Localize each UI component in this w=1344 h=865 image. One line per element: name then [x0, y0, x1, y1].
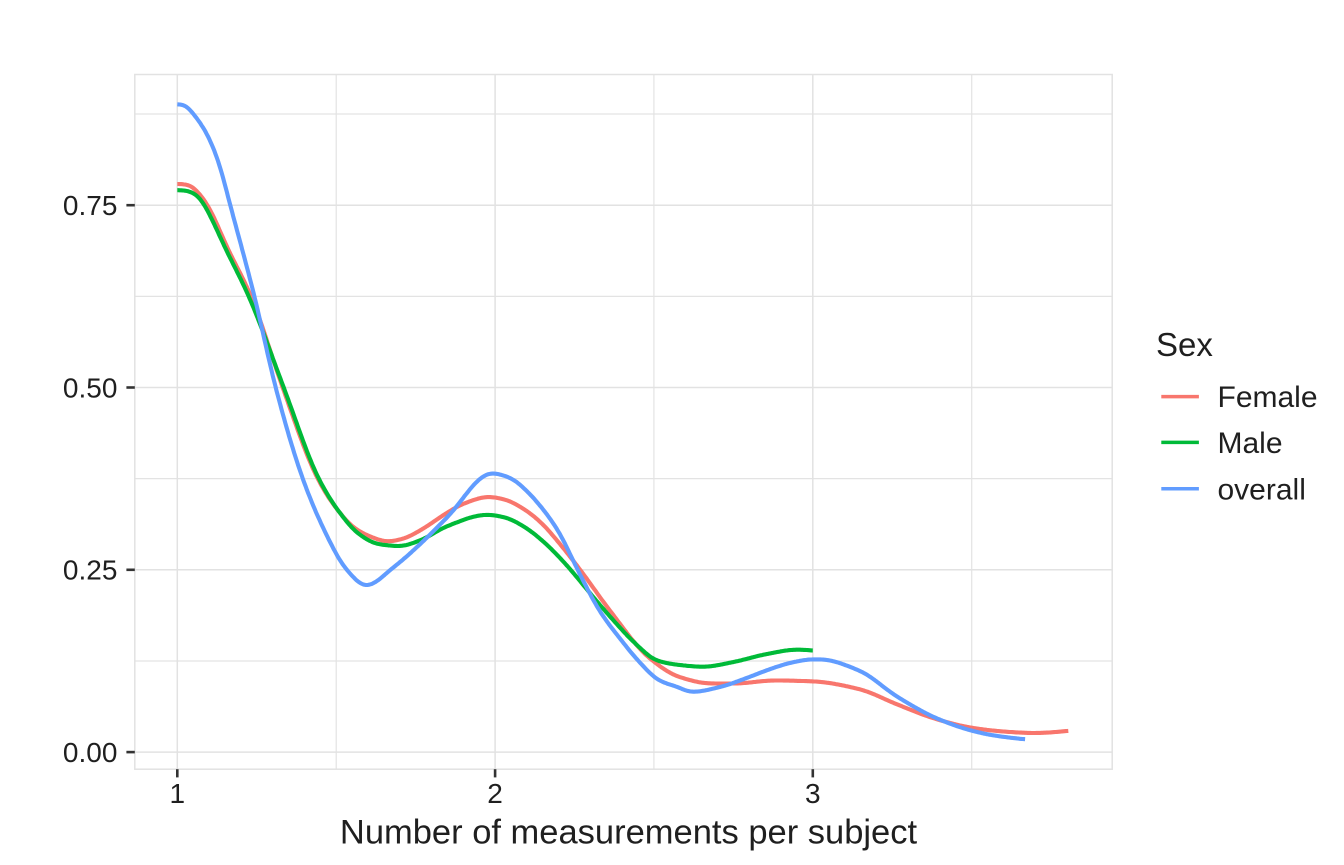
svg-text:2: 2	[487, 778, 503, 809]
svg-text:0.25: 0.25	[63, 555, 118, 586]
svg-text:overall: overall	[1218, 473, 1306, 506]
svg-text:Number of measurements per sub: Number of measurements per subject	[340, 814, 918, 852]
svg-text:0.50: 0.50	[63, 372, 118, 403]
svg-text:Female: Female	[1218, 381, 1318, 414]
svg-text:3: 3	[805, 778, 821, 809]
svg-text:0.00: 0.00	[63, 737, 118, 768]
svg-text:Sex: Sex	[1156, 326, 1213, 363]
svg-text:Male: Male	[1218, 427, 1283, 460]
svg-text:1: 1	[170, 778, 186, 809]
svg-text:0.75: 0.75	[63, 190, 118, 221]
